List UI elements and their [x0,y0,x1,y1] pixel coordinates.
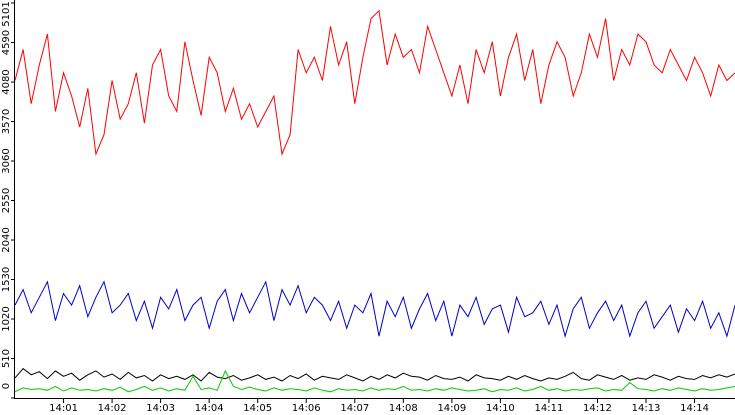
y-tick-label: 510 [1,349,12,368]
x-tick-label: 14:12 [583,403,612,414]
x-tick-label: 14:02 [98,403,127,414]
x-tick-label: 14:07 [340,403,369,414]
x-tick-label: 14:09 [437,403,466,414]
y-tick-label: 1020 [1,306,12,331]
series-line [14,367,735,382]
x-tick-label: 14:01 [49,403,78,414]
x-tick-label: 14:13 [632,403,661,414]
x-tick-label: 14:08 [389,403,418,414]
y-tick-label: 4590 [1,30,12,55]
x-tick-label: 14:04 [195,403,224,414]
y-tick-label: 3060 [1,148,12,173]
y-tick-label: 2550 [1,188,12,213]
y-tick-label: 2040 [1,227,12,252]
x-tick-label: 14:11 [535,403,564,414]
series-line [14,9,735,157]
series-line [14,280,735,338]
x-tick-label: 14:05 [243,403,272,414]
x-tick-label: 14:10 [486,403,515,414]
y-tick-label: 3570 [1,109,12,134]
x-tick-label: 14:06 [292,403,321,414]
y-tick-label: 1530 [1,267,12,292]
x-tick-label: 14:14 [680,403,709,414]
y-tick-label: 5101 [1,1,12,26]
series-line [14,369,735,393]
y-tick-label: 0 [1,383,12,389]
x-tick-label: 14:03 [146,403,175,414]
y-tick-label: 4080 [1,69,12,94]
